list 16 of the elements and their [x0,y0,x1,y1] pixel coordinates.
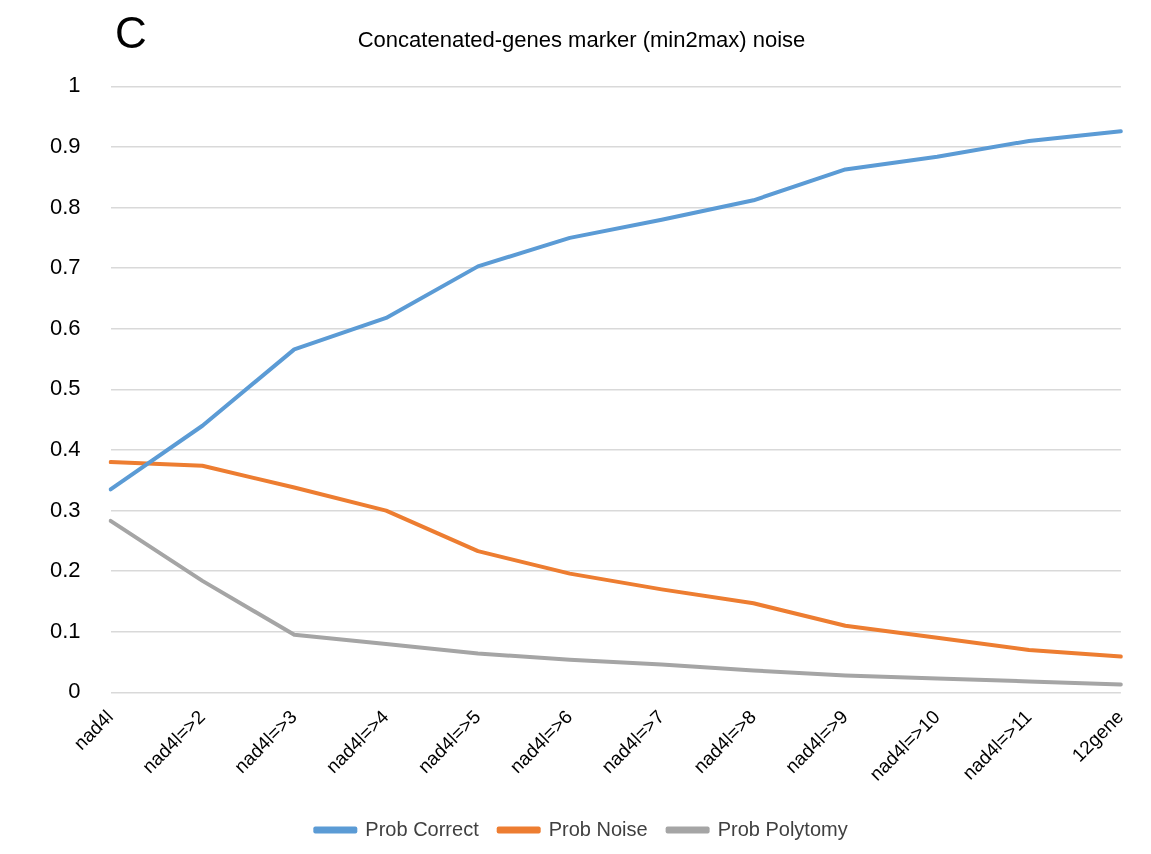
y-tick-label: 0.6 [49,314,81,340]
y-tick-label: 1 [68,72,81,98]
y-tick-label: 0 [68,678,81,704]
y-tick-label: 0.7 [49,254,81,280]
y-tick-label: 0.4 [49,436,81,462]
legend-label: Prob Correct [365,817,480,840]
y-tick-label: 0.2 [49,557,81,583]
text: C [115,8,147,58]
legend-label: Prob Noise [548,817,648,840]
y-tick-label: 0.5 [49,375,81,401]
legend-label: Prob Polytomy [717,817,848,840]
y-tick-label: 0.1 [49,617,81,643]
y-tick-label: 0.9 [49,133,81,159]
chart-title: Concatenated-genes marker (min2max) noise [357,27,806,53]
y-tick-label: 0.8 [49,193,81,219]
y-tick-label: 0.3 [49,496,81,522]
